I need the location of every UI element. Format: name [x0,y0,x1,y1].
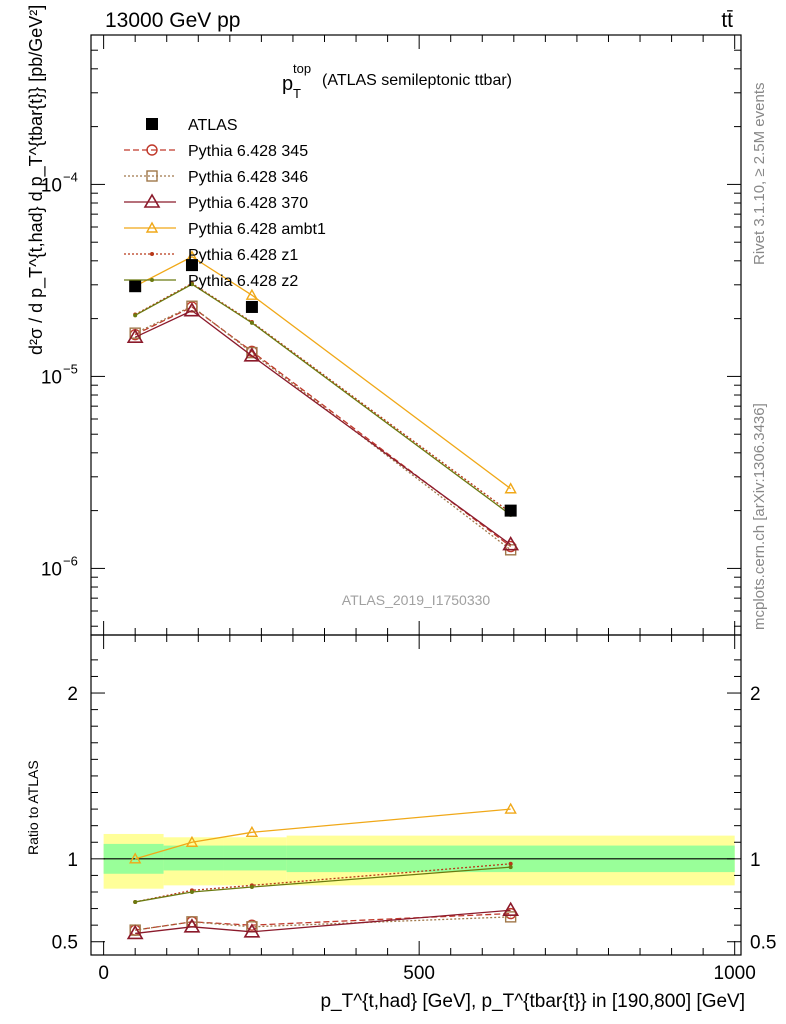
legend-label-atlas: ATLAS [188,117,238,134]
series-line-pythia-6-428-370 [134,309,512,546]
ratio-point-pythia-6-428-ambt1 [128,852,142,864]
mcplots-label: mcplots.cern.ch [arXiv:1306.3436] [751,403,768,630]
legend-label-pythia-6-428-346: Pythia 6.428 346 [188,169,308,186]
point-pythia-6-428-370 [243,347,261,362]
point-pythia-6-428-z2 [249,320,254,325]
legend-marker-pythia-6-428-z1 [150,252,154,256]
y-tick-label-exp: −4 [63,169,78,184]
ratio-line-pythia-6-428-370 [135,909,511,935]
legend-label-pythia-6-428-z1: Pythia 6.428 z1 [188,247,298,264]
point-pythia-6-428-z2 [133,313,138,318]
legend-marker-pythia-6-428-ambt1 [145,221,159,233]
legend-marker-atlas [146,118,158,130]
ratio-point-pythia-6-428-z2 [189,889,194,894]
ratio-plot-area: 0 500 1000 0.5 0.5 1 1 2 2 [52,634,776,984]
ratio-point-pythia-6-428-370 [243,923,261,938]
point-pythia-6-428-346 [129,327,141,339]
legend: ATLAS Pythia 6.428 345 Pythia 6.428 346 Pyt… [124,117,326,290]
legend-marker-pythia-6-428-370 [143,193,161,208]
plot-title: p top T (ATLAS semileptonic ttbar) [282,61,512,101]
ratio-line-pythia-6-428-346 [135,916,511,931]
analysis-id: ATLAS_2019_I1750330 [342,592,491,608]
series-line-pythia-6-428-z2 [134,283,512,516]
ratio-y-tick-label-right: 0.5 [750,933,776,954]
legend-label-pythia-6-428-ambt1: Pythia 6.428 ambt1 [188,221,326,238]
ratio-point-pythia-6-428-ambt1 [504,802,517,814]
ratio-y-tick-label-right: 1 [750,850,761,871]
point-atlas [185,259,198,272]
legend-marker-pythia-6-428-z2 [150,278,154,282]
ratio-frame [90,634,742,956]
legend-marker-pythia-6-428-346 [146,170,158,182]
ratio-band-inner-1 [163,845,224,871]
ratio-point-pythia-6-428-ambt1 [185,835,199,847]
y-label-bottom: Ratio to ATLAS [25,760,41,855]
y-tick-label: 10 [41,559,62,580]
ratio-point-pythia-6-428-z2 [133,899,138,904]
header-left: 13000 GeV pp [105,9,240,32]
ratio-y-tick-label-left: 2 [67,684,78,705]
ratio-point-pythia-6-428-z2 [508,865,513,870]
legend-label-pythia-6-428-370: Pythia 6.428 370 [188,195,308,212]
point-atlas [504,504,517,517]
title-rest: (ATLAS semileptonic ttbar) [322,72,512,89]
point-pythia-6-428-z2 [189,282,194,287]
title-sub: T [293,86,301,101]
point-pythia-6-428-ambt1 [504,482,517,494]
svg-text:p: p [282,73,293,95]
ratio-y-tick-label-left: 0.5 [52,933,78,954]
y-tick-label-exp: −5 [63,361,78,376]
title-sup: top [293,61,311,76]
series-line-pythia-6-428-z1 [134,282,512,514]
ratio-y-tick-label-right: 2 [750,684,761,705]
rivet-label: Rivet 3.1.10, ≥ 2.5M events [751,83,768,266]
x-tick-label: 0 [98,963,109,984]
legend-label-pythia-6-428-z2: Pythia 6.428 z2 [188,273,298,290]
ratio-line-pythia-6-428-ambt1 [134,808,511,860]
point-pythia-6-428-370 [126,328,144,344]
y-label-top: d²σ / d p_T^{t,had} d p_T^{tbar{t}} [pb/… [26,5,47,355]
main-plot-area: 10−610−510−4 [41,34,742,636]
ratio-point-pythia-6-428-ambt1 [245,825,259,838]
legend-marker-pythia-6-428-345 [146,144,158,156]
ratio-y-tick-label-left: 1 [67,850,78,871]
ratio-point-pythia-6-428-370 [502,901,520,917]
point-pythia-6-428-370 [183,302,201,317]
y-tick-label: 10 [41,367,62,388]
y-tick-label-exp: −6 [63,553,78,568]
legend-label-pythia-6-428-345: Pythia 6.428 345 [188,143,308,160]
point-pythia-6-428-ambt1 [245,288,259,300]
ratio-point-pythia-6-428-370 [183,918,201,933]
point-pythia-6-428-370 [502,536,520,551]
series-line-pythia-6-428-346 [134,305,512,551]
series-line-pythia-6-428-345 [134,306,512,548]
ratio-point-pythia-6-428-z1 [508,861,513,866]
ratio-line-pythia-6-428-z2 [135,866,511,903]
ratio-point-pythia-6-428-370 [126,924,144,940]
ratio-point-pythia-6-428-z2 [249,885,254,890]
point-atlas [245,300,258,313]
ratio-line-pythia-6-428-z1 [135,863,511,903]
x-label: p_T^{t,had} [GeV], p_T^{tbar{t}} in [190… [320,991,745,1012]
y-tick-label: 10 [41,175,62,196]
x-tick-label: 500 [403,963,435,984]
title-main: p [282,73,293,95]
x-tick-label: 1000 [714,963,756,984]
ratio-band-inner-2 [223,845,287,871]
point-atlas [129,280,142,293]
series-line-pythia-6-428-ambt1 [134,255,512,490]
header-right: tt̄ [721,9,733,32]
ratio-point-pythia-6-428-346 [504,911,517,923]
